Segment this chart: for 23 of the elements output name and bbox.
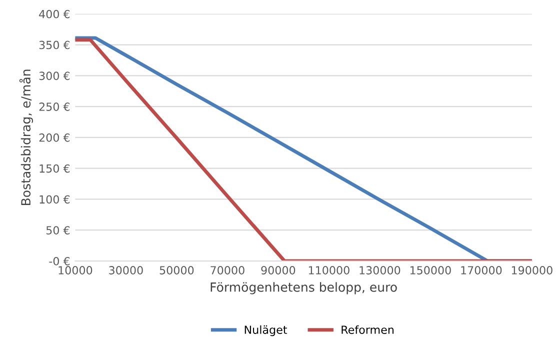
x-tick-label: 190000 [512, 266, 552, 274]
y-tick-label: 250 € [39, 102, 70, 111]
y-tick-label: 300 € [39, 72, 70, 80]
x-tick-label: 30000 [109, 266, 143, 274]
y-tick-label: 400 € [39, 10, 70, 18]
legend-label: Reformen [342, 325, 394, 334]
x-tick-label: 90000 [261, 266, 296, 274]
legend-label: Nuläget [244, 325, 288, 336]
y-tick-label: 350 € [39, 40, 70, 50]
x-tick-label: 170000 [461, 266, 502, 274]
y-axis-title: Bostadsbidrag, e/mån [19, 70, 33, 205]
x-tick-label: 130000 [360, 266, 400, 274]
x-tick-label: 10000 [58, 266, 92, 274]
y-tick-label: 50 € [46, 226, 70, 234]
x-tick-label: 150000 [410, 266, 451, 274]
y-tick-label: 100 € [40, 195, 70, 204]
y-tick-label: -0 € [49, 256, 70, 266]
x-tick-label: 110000 [308, 266, 350, 274]
x-tick-label: 70000 [210, 266, 244, 274]
x-axis-title: Förmögenhetens belopp, euro [210, 282, 397, 294]
x-tick-label: 50000 [160, 266, 194, 274]
y-tick-label: 150 € [40, 164, 70, 173]
y-tick-label: 200 € [39, 133, 70, 142]
